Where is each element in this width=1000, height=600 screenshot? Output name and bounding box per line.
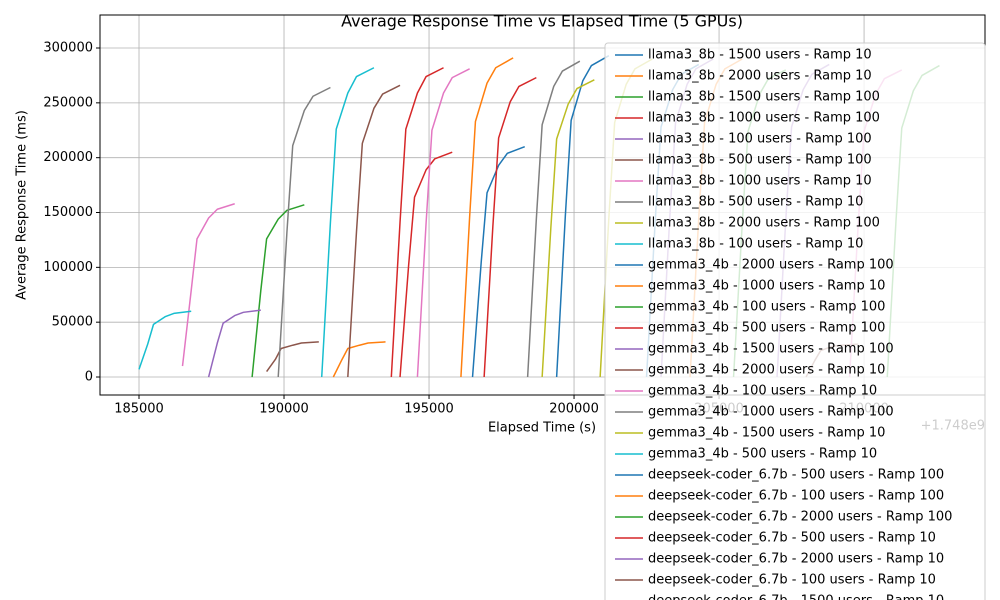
series-line <box>251 204 305 378</box>
legend-label: llama3_8b - 1000 users - Ramp 10 <box>648 174 872 189</box>
legend-label: deepseek-coder_6.7b - 100 users - Ramp 1… <box>648 573 936 588</box>
series-line <box>277 86 331 378</box>
legend-label: deepseek-coder_6.7b - 2000 users - Ramp … <box>648 552 944 567</box>
legend-label: deepseek-coder_6.7b - 500 users - Ramp 1… <box>648 468 944 483</box>
series-line <box>460 57 514 378</box>
legend-label: gemma3_4b - 1500 users - Ramp 100 <box>648 342 894 357</box>
legend-label: gemma3_4b - 500 users - Ramp 10 <box>648 447 877 462</box>
series-line <box>526 60 581 378</box>
legend-label: gemma3_4b - 100 users - Ramp 100 <box>648 300 885 315</box>
legend-label: llama3_8b - 1500 users - Ramp 10 <box>648 48 872 63</box>
series-line <box>347 84 401 378</box>
x-tick-label: 185000 <box>114 402 164 417</box>
legend-label: deepseek-coder_6.7b - 100 users - Ramp 1… <box>648 489 944 504</box>
legend-label: llama3_8b - 100 users - Ramp 10 <box>648 237 863 252</box>
legend-label: llama3_8b - 1500 users - Ramp 100 <box>648 90 880 105</box>
series-line <box>555 55 610 378</box>
legend-label: gemma3_4b - 2000 users - Ramp 100 <box>648 258 894 273</box>
legend-label: gemma3_4b - 500 users - Ramp 100 <box>648 321 885 336</box>
series-line <box>399 151 453 378</box>
y-axis-label: Average Response Time (ms) <box>15 110 30 300</box>
legend-label: llama3_8b - 2000 users - Ramp 100 <box>648 216 880 231</box>
chart-title: Average Response Time vs Elapsed Time (5… <box>341 12 743 31</box>
series-line <box>541 79 595 378</box>
legend-label: gemma3_4b - 1000 users - Ramp 10 <box>648 279 885 294</box>
legend-label: gemma3_4b - 2000 users - Ramp 10 <box>648 363 885 378</box>
series-line <box>207 309 261 378</box>
x-tick-label: 195000 <box>404 402 454 417</box>
x-tick-label: 190000 <box>259 402 309 417</box>
series-line <box>266 341 319 372</box>
x-tick-label: 200000 <box>549 402 599 417</box>
legend: llama3_8b - 1500 users - Ramp 10 llama3_8… <box>604 42 986 600</box>
legend-label: deepseek-coder_6.7b - 2000 users - Ramp … <box>648 510 952 525</box>
series-line <box>483 76 537 378</box>
x-axis-label: Elapsed Time (s) <box>488 421 596 436</box>
series-line <box>390 67 444 378</box>
legend-label: gemma3_4b - 100 users - Ramp 10 <box>648 384 877 399</box>
y-tick-label: 300000 <box>43 41 93 56</box>
legend-label: gemma3_4b - 1500 users - Ramp 10 <box>648 426 885 441</box>
legend-label: gemma3_4b - 1000 users - Ramp 100 <box>648 405 894 420</box>
legend-label: llama3_8b - 500 users - Ramp 100 <box>648 153 872 168</box>
series-line <box>181 203 235 367</box>
legend-label: llama3_8b - 2000 users - Ramp 10 <box>648 69 872 84</box>
series-line <box>416 68 470 378</box>
legend-label: llama3_8b - 1000 users - Ramp 100 <box>648 111 880 126</box>
legend-label: llama3_8b - 100 users - Ramp 100 <box>648 132 872 147</box>
y-tick-label: 250000 <box>43 95 93 110</box>
y-tick-label: 200000 <box>43 150 93 165</box>
legend-label: deepseek-coder_6.7b - 1500 users - Ramp … <box>648 594 944 600</box>
series-line <box>471 146 526 378</box>
legend-label: deepseek-coder_6.7b - 500 users - Ramp 1… <box>648 531 936 546</box>
y-tick-label: 0 <box>85 370 93 385</box>
legend-box <box>604 42 986 600</box>
legend-label: llama3_8b - 500 users - Ramp 10 <box>648 195 863 210</box>
series-line <box>320 67 375 378</box>
y-tick-label: 50000 <box>52 315 93 330</box>
y-tick-label: 100000 <box>43 260 93 275</box>
series-line <box>332 341 386 378</box>
y-tick-label: 150000 <box>43 205 93 220</box>
series-line <box>138 310 192 370</box>
